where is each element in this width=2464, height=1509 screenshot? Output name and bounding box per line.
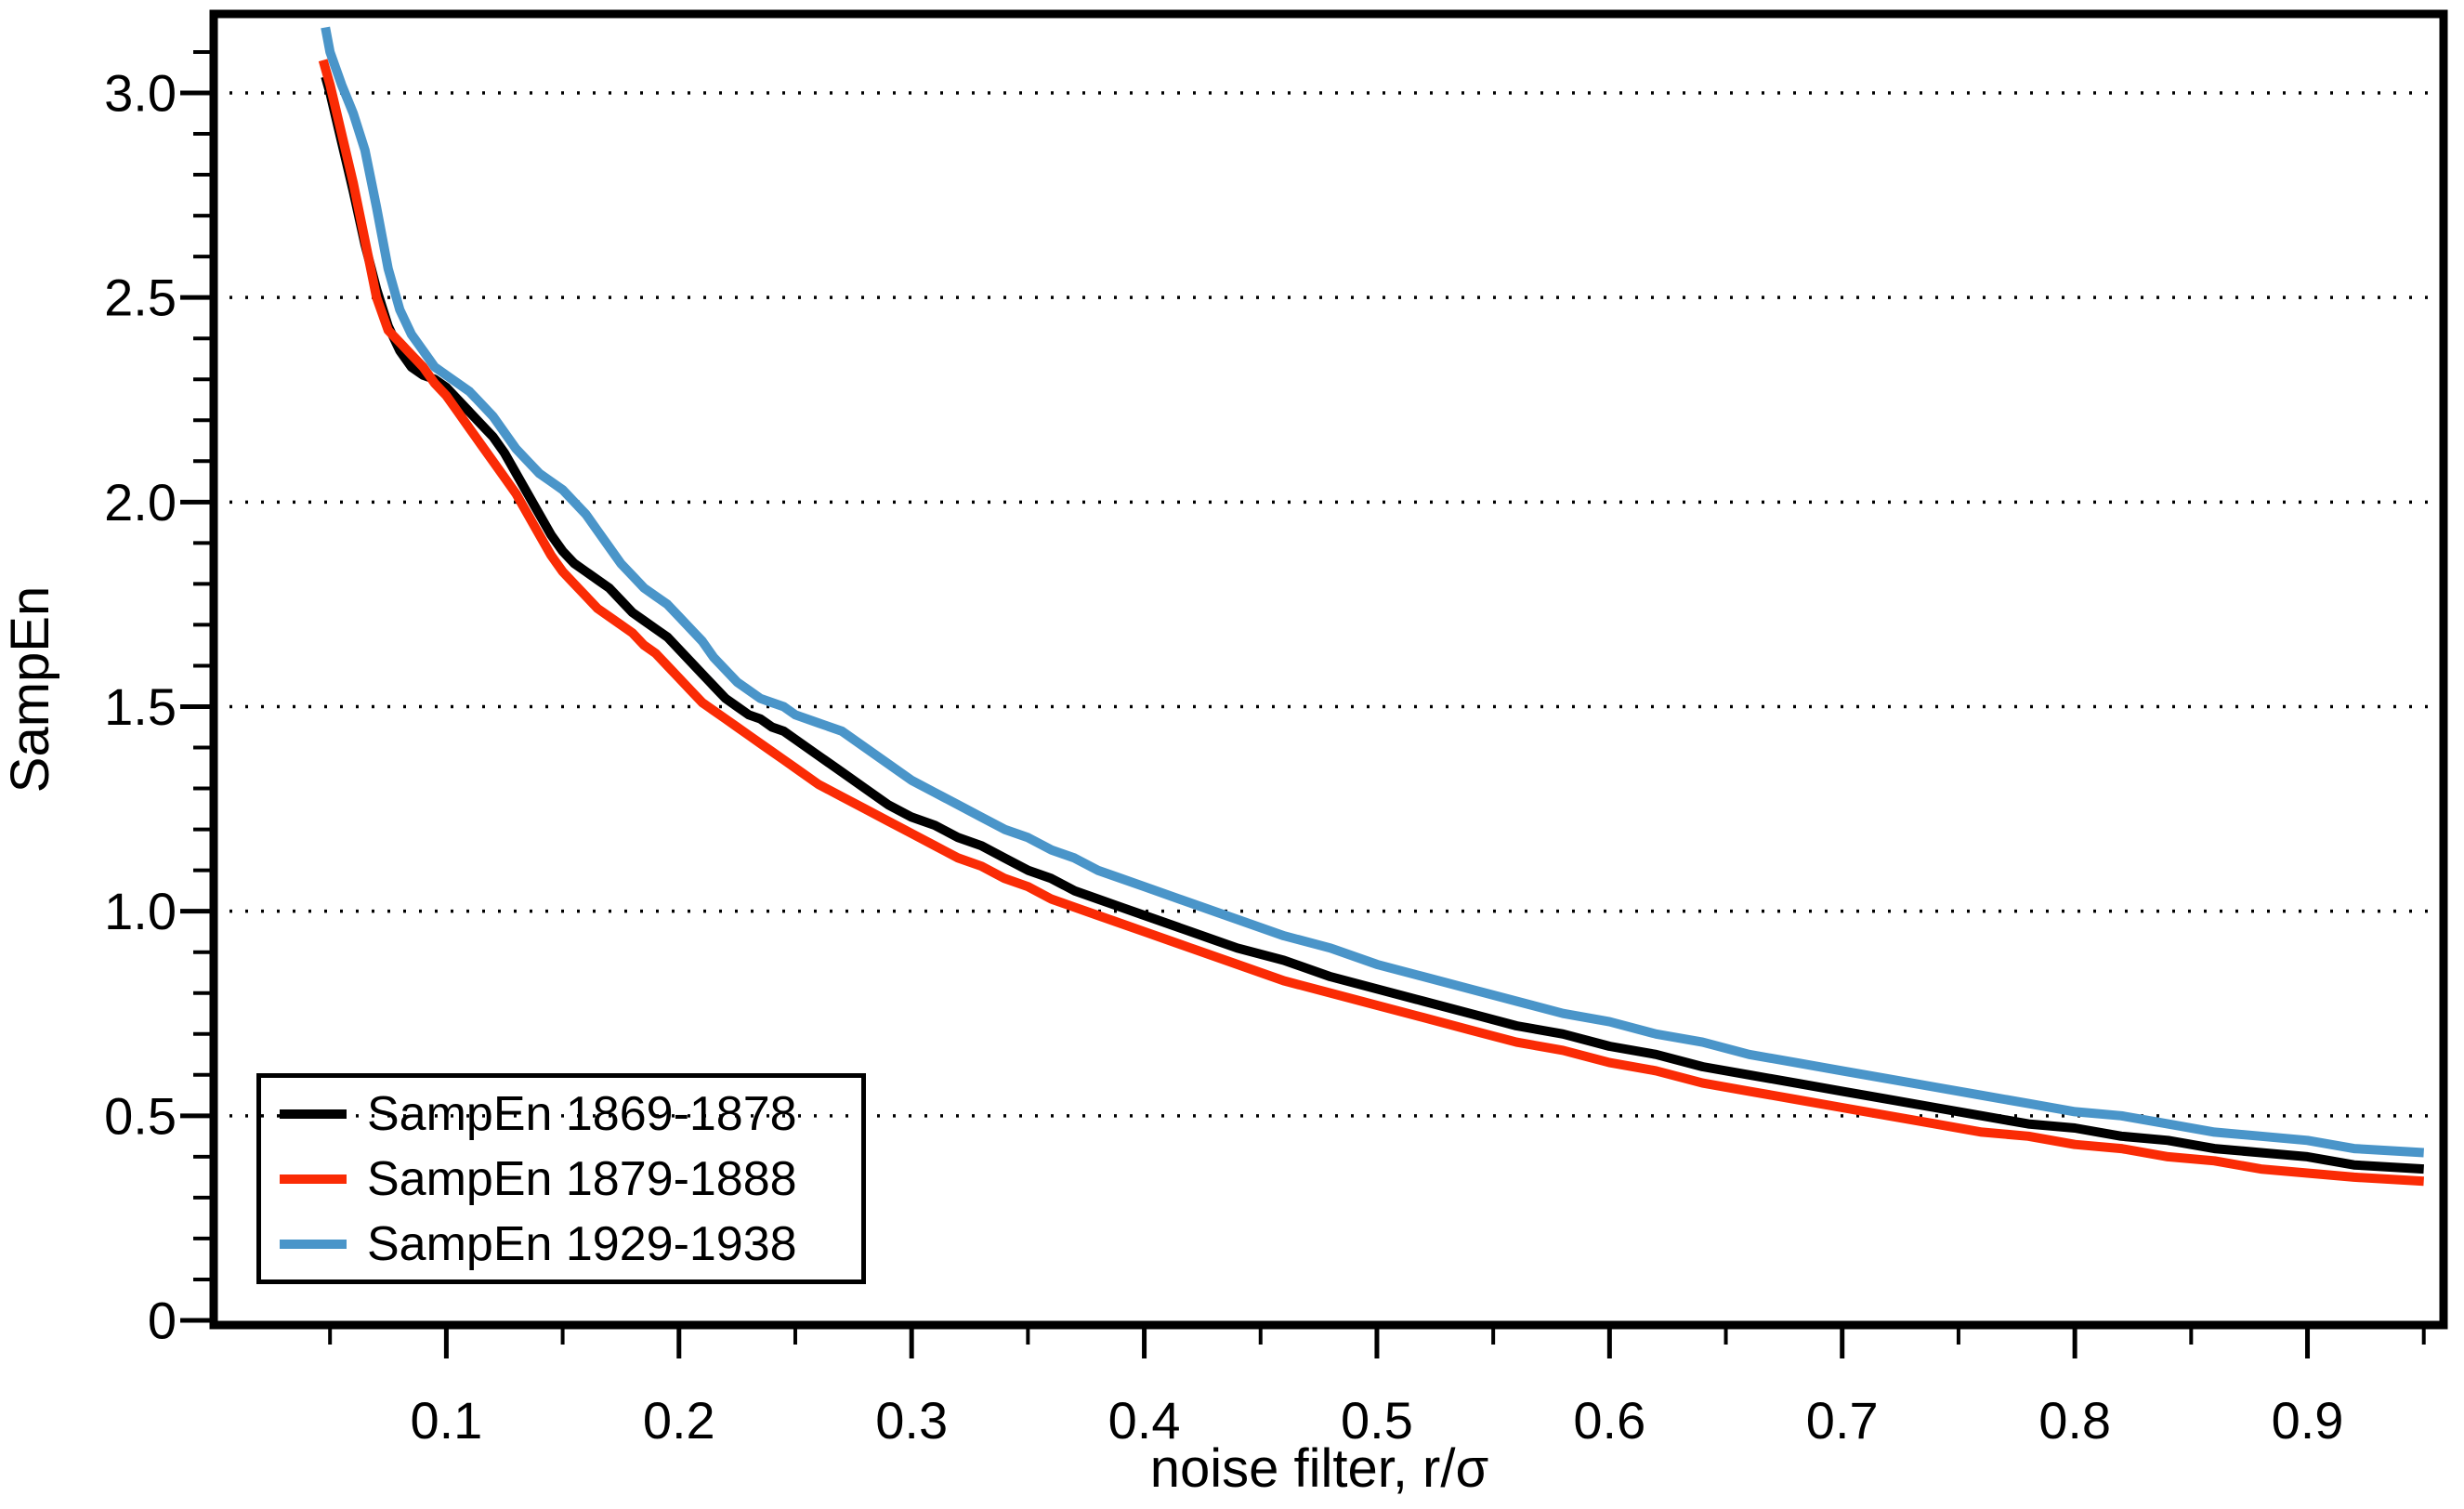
- y-tick-label-0.5: 0.5: [104, 1086, 177, 1145]
- y-tick-label-0: 0: [148, 1292, 177, 1350]
- legend-swatch-red-line: [280, 1174, 347, 1184]
- axes-frame: [209, 9, 2448, 1330]
- ticks-layer: [180, 49, 2426, 1358]
- x-axis-title: noise filter, r/σ: [1150, 1438, 1489, 1499]
- x-tick-label-0.2: 0.2: [643, 1391, 715, 1450]
- series-line-0-sampen-1869-1878: [321, 75, 2424, 1174]
- x-tick-label-0.8: 0.8: [2038, 1391, 2111, 1450]
- series-line-2-sampen-1929-1938: [321, 26, 2424, 1158]
- legend-swatch-black-line: [280, 1109, 347, 1119]
- y-axis-title: SampEn: [0, 586, 60, 793]
- legend-item: SampEn 1929-1938: [261, 1212, 861, 1277]
- x-tick-label-0.1: 0.1: [410, 1391, 482, 1450]
- y-tick-label-3: 3.0: [104, 63, 177, 122]
- gridlines-layer: [214, 91, 2444, 1118]
- legend-item: SampEn 1879-1888: [261, 1147, 861, 1212]
- legend: SampEn 1869-1878 SampEn 1879-1888 SampEn…: [256, 1073, 866, 1284]
- x-tick-label-0.4: 0.4: [1108, 1391, 1181, 1450]
- tick-labels-layer: 0.1 0.2 0.3 0.4 0.5 0.6 0.7 0.8 0.9 0 0.5 1.0 1.5 2.0…: [104, 63, 2343, 1450]
- y-tick-label-2.5: 2.5: [104, 269, 177, 327]
- x-tick-label-0.3: 0.3: [875, 1391, 948, 1450]
- series-line-1-sampen-1879-1888: [318, 59, 2424, 1187]
- legend-label: SampEn 1879-1888: [367, 1151, 797, 1206]
- series-layer: [318, 26, 2424, 1187]
- legend-label: SampEn 1869-1878: [367, 1086, 797, 1141]
- x-tick-label-0.5: 0.5: [1341, 1391, 1413, 1450]
- x-tick-label-0.9: 0.9: [2272, 1391, 2344, 1450]
- legend-label: SampEn 1929-1938: [367, 1216, 797, 1271]
- y-tick-label-1.5: 1.5: [104, 677, 177, 736]
- legend-swatch-blue-line: [280, 1239, 347, 1249]
- y-tick-label-1: 1.0: [104, 882, 177, 940]
- x-tick-label-0.7: 0.7: [1806, 1391, 1879, 1450]
- y-tick-label-2: 2.0: [104, 473, 177, 531]
- legend-item: SampEn 1869-1878: [261, 1082, 861, 1147]
- x-tick-label-0.6: 0.6: [1573, 1391, 1645, 1450]
